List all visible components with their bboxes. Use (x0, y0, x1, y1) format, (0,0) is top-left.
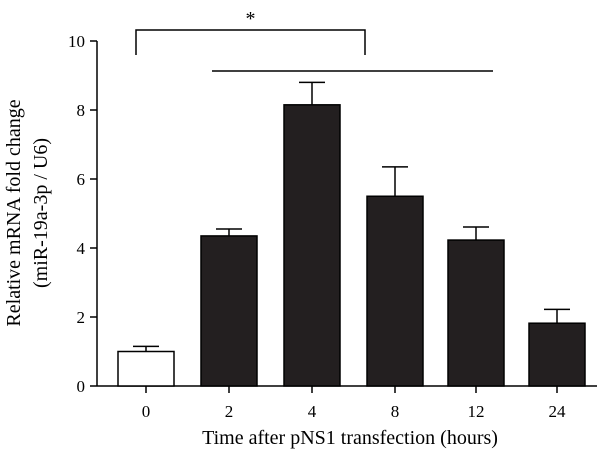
y-axis-title-line1: Relative mRNA fold change (3, 99, 25, 326)
y-tick-label-8: 8 (77, 101, 86, 120)
bar-12 (447, 239, 505, 387)
error-bar-0 (133, 345, 159, 352)
x-tick-label-4: 4 (308, 402, 317, 421)
y-tick-label-6: 6 (77, 170, 86, 189)
y-axis: 0 2 4 6 8 10 (68, 32, 98, 396)
error-bar-4 (299, 81, 325, 105)
bars (117, 104, 586, 387)
x-axis-title: Time after pNS1 transfection (hours) (202, 427, 498, 449)
x-tick-label-8: 8 (391, 402, 400, 421)
y-axis-title-line2: (miR-19a-3p / U6) (30, 138, 52, 288)
bar-0 (117, 350, 175, 387)
y-tick-label-2: 2 (77, 308, 86, 327)
y-ticks: 0 2 4 6 8 10 (68, 32, 97, 396)
bar-24 (528, 322, 586, 387)
y-tick-label-4: 4 (77, 239, 86, 258)
error-bar-12 (463, 226, 489, 241)
x-tick-label-0: 0 (142, 402, 151, 421)
significance-bracket (135, 29, 366, 55)
error-bar-8 (382, 166, 408, 197)
x-tick-label-12: 12 (468, 402, 485, 421)
x-axis: 0 2 4 8 12 24 (97, 385, 597, 421)
y-tick-label-10: 10 (68, 32, 85, 51)
bar-8 (366, 195, 424, 387)
x-tick-label-24: 24 (549, 402, 567, 421)
bar-4 (283, 104, 341, 387)
significance-label: * (246, 8, 256, 30)
error-bars (133, 81, 570, 352)
bar-2 (200, 235, 258, 387)
error-bar-24 (544, 308, 570, 324)
significance-annotation: * (135, 8, 493, 72)
y-tick-label-0: 0 (77, 377, 86, 396)
x-ticks: 0 2 4 8 12 24 (142, 386, 566, 421)
x-tick-label-2: 2 (225, 402, 234, 421)
error-bar-2 (216, 228, 242, 236)
